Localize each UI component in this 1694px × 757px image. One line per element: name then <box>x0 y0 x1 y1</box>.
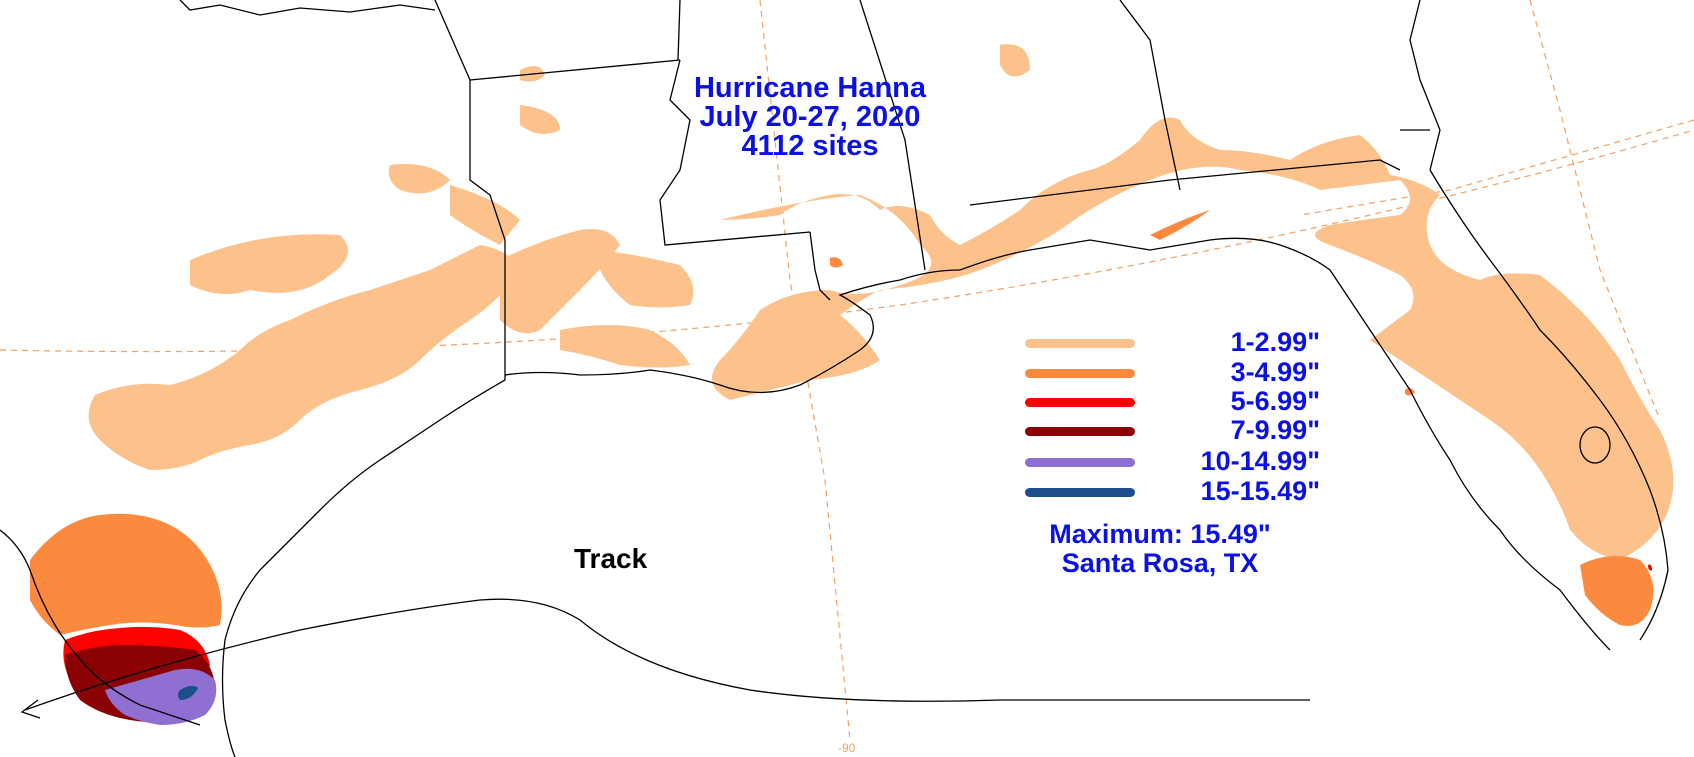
title-line-2: July 20-27, 2020 <box>699 101 921 133</box>
hurricane-track <box>24 598 1310 711</box>
legend-swatch <box>1025 369 1135 378</box>
rain-5-6.99 <box>63 564 1652 693</box>
legend-row: 5-6.99" <box>1025 386 1325 416</box>
title-line-1: Hurricane Hanna <box>693 72 927 104</box>
rain-15-15.49 <box>178 685 198 700</box>
legend-row: 3-4.99" <box>1025 357 1325 387</box>
legend-label: 5-6.99" <box>1230 386 1320 416</box>
track-label: Track <box>574 543 648 574</box>
legend-row: 15-15.49" <box>1025 476 1325 506</box>
legend-label: 3-4.99" <box>1230 357 1320 387</box>
maximum-location: Santa Rosa, TX <box>1061 548 1259 578</box>
maximum-value: Maximum: 15.49" <box>1049 519 1271 549</box>
legend-swatch <box>1025 398 1135 407</box>
longitude-tick: -90 <box>838 741 856 755</box>
legend-swatch <box>1025 458 1135 467</box>
legend-swatch <box>1025 339 1135 348</box>
legend-label: 10-14.99" <box>1200 446 1320 476</box>
rain-10-14.99 <box>105 668 217 725</box>
legend-row: 1-2.99" <box>1025 327 1325 357</box>
legend-label: 15-15.49" <box>1200 476 1320 506</box>
rain-3-4.99 <box>30 210 1654 635</box>
rain-1-2.99 <box>88 44 1674 560</box>
legend-swatch <box>1025 427 1135 436</box>
legend-row: 7-9.99" <box>1025 415 1325 445</box>
legend-label: 1-2.99" <box>1230 327 1320 357</box>
legend-label: 7-9.99" <box>1230 415 1320 445</box>
legend-swatch <box>1025 488 1135 497</box>
track-arrow-icon <box>20 699 41 719</box>
title-line-3: 4112 sites <box>741 130 879 162</box>
legend-row: 10-14.99" <box>1025 446 1325 476</box>
